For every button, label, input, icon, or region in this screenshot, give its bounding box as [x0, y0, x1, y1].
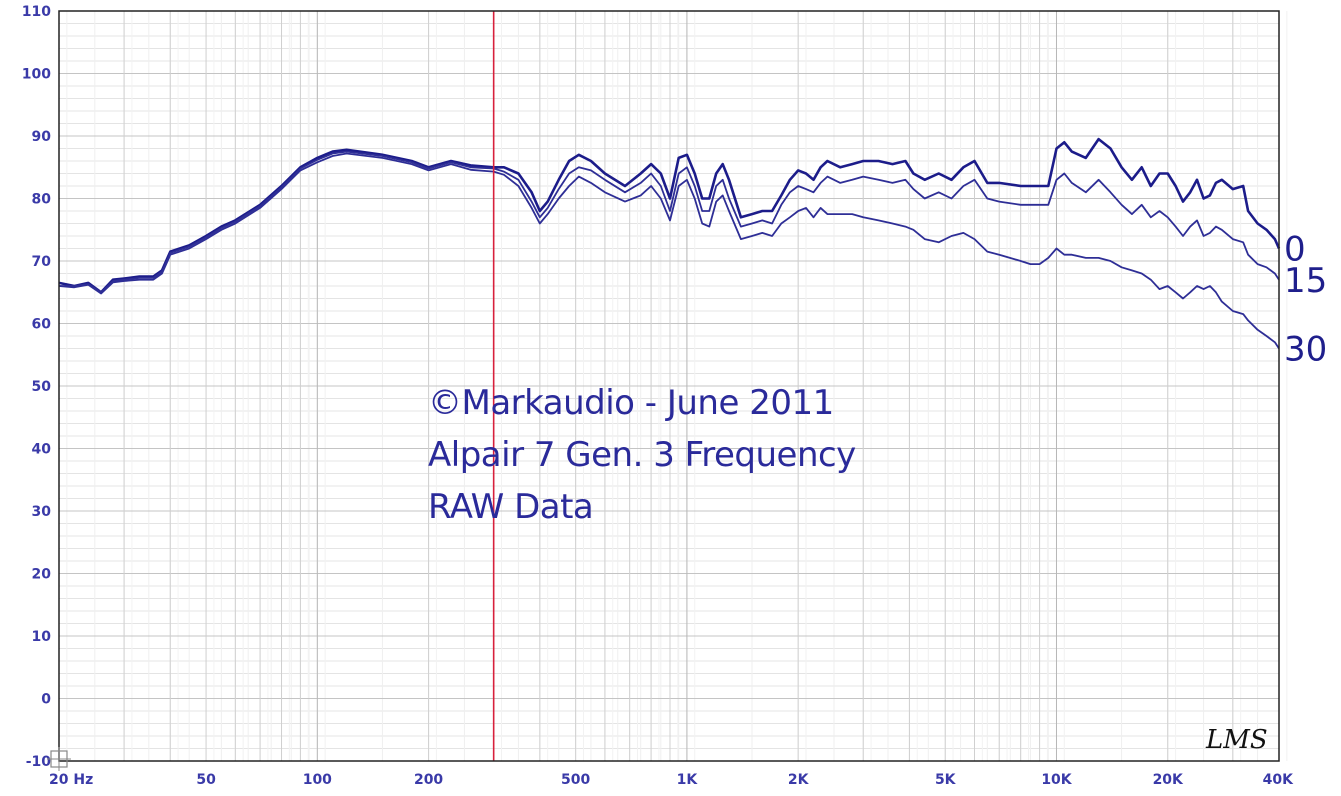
series-line-15: [59, 150, 1280, 294]
y-tick-label: 30: [32, 504, 52, 520]
logo-lms: LMS: [1205, 725, 1268, 755]
x-tick-label: 100: [303, 772, 332, 788]
series-label-30: 30: [1284, 330, 1327, 370]
x-axis-labels: 20 Hz 50 100 200 500 1K 2K 5K 10K 20K 40K: [49, 772, 1294, 788]
caption-title: Alpair 7 Gen. 3 Frequency: [428, 435, 856, 475]
x-tick-label: 20K: [1153, 772, 1184, 788]
x-tick-label: 10K: [1041, 772, 1072, 788]
y-tick-label: 110: [22, 4, 51, 20]
y-tick-label: 60: [32, 317, 52, 333]
y-tick-label: -10: [26, 754, 52, 770]
x-tick-label: 40K: [1263, 772, 1294, 788]
x-tick-label: 200: [414, 772, 443, 788]
caption-copyright: ©Markaudio - June 2011: [428, 383, 834, 423]
x-tick-label: 2K: [788, 772, 810, 788]
y-tick-label: 70: [32, 254, 52, 270]
x-tick-label: 500: [561, 772, 590, 788]
plot-frame: [58, 10, 1280, 762]
y-tick-label: 90: [32, 129, 52, 145]
cursor-crosshair-icon[interactable]: [47, 747, 71, 771]
x-tick-label: 5K: [935, 772, 957, 788]
series-line-0: [58, 137, 1281, 294]
series-label-0: 0: [1284, 230, 1306, 270]
caption-subtitle: RAW Data: [428, 487, 594, 527]
series-label-15: 15: [1284, 261, 1327, 301]
y-tick-label: 20: [32, 567, 52, 583]
x-tick-label: 1K: [677, 772, 699, 788]
y-tick-label: 10: [32, 629, 52, 645]
y-tick-label: 50: [32, 379, 52, 395]
x-tick-label: 50: [196, 772, 216, 788]
y-tick-label: 80: [32, 192, 52, 208]
series-layer: [58, 137, 1281, 349]
y-tick-label: 0: [41, 692, 51, 708]
y-tick-label: 100: [22, 67, 51, 83]
series-line-30: [58, 152, 1280, 349]
series-labels: 015 30: [1284, 230, 1327, 370]
y-tick-label: 40: [32, 442, 52, 458]
x-tick-label: 20 Hz: [49, 772, 93, 788]
